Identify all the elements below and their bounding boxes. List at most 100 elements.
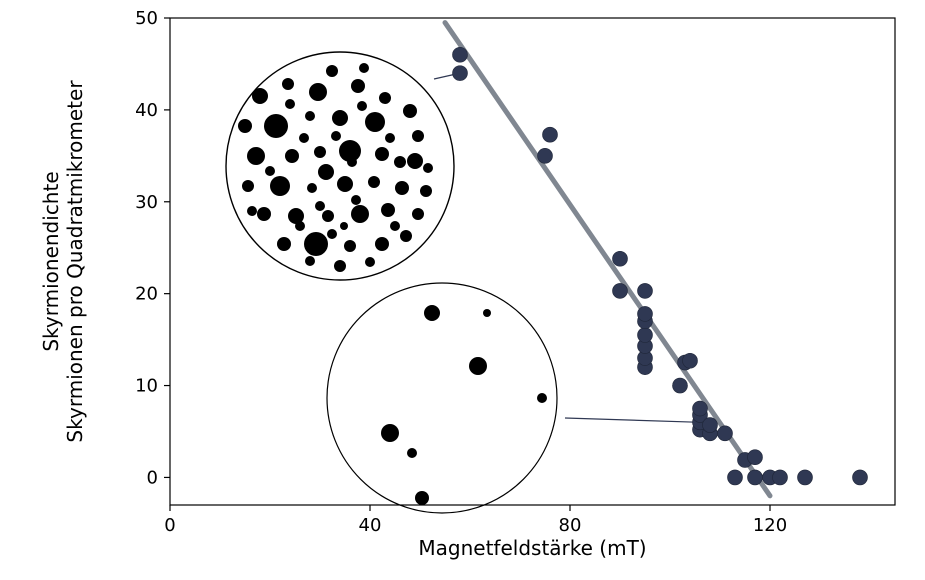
inset-dot <box>305 111 315 121</box>
inset-dot <box>368 176 380 188</box>
inset-dot <box>381 424 399 442</box>
data-point <box>673 378 688 393</box>
inset-dot <box>299 133 309 143</box>
y-tick-label: 50 <box>135 8 158 29</box>
data-point <box>853 470 868 485</box>
inset-dot <box>344 240 356 252</box>
data-point <box>683 353 698 368</box>
y-tick-label: 20 <box>135 284 158 305</box>
inset-dot <box>385 133 395 143</box>
inset-dot <box>357 101 367 111</box>
inset-dot <box>314 146 326 158</box>
inset-dot <box>277 237 291 251</box>
data-point <box>638 306 653 321</box>
inset-dot <box>537 393 547 403</box>
inset-dot <box>257 207 271 221</box>
inset-dot <box>309 83 327 101</box>
inset-dot <box>305 256 315 266</box>
inset-dot <box>381 203 395 217</box>
data-point <box>638 283 653 298</box>
inset-dot <box>315 201 325 211</box>
data-point <box>613 283 628 298</box>
inset-dot <box>318 164 334 180</box>
data-point <box>718 426 733 441</box>
chart-svg: 0 40 80 120 0 10 20 30 40 50 Magnetfeldstärke (mT)… <box>0 0 925 580</box>
inset-dot <box>242 180 254 192</box>
inset-dot <box>247 147 265 165</box>
x-axis-label: Magnetfeldstärke (mT) <box>418 536 646 560</box>
data-point <box>798 470 813 485</box>
y-axis-label-2: Skyrmionen pro Quadratmikrometer <box>63 80 87 443</box>
data-point <box>638 328 653 343</box>
data-point <box>538 148 553 163</box>
inset-dot <box>395 181 409 195</box>
inset-dot <box>423 163 433 173</box>
inset-dot <box>351 195 361 205</box>
inset-sparse <box>327 283 557 513</box>
y-tick-label: 30 <box>135 192 158 213</box>
y-tick-label: 0 <box>147 467 158 488</box>
data-point <box>693 401 708 416</box>
inset-dot <box>351 79 365 93</box>
y-axis-label-1: Skyrmionendichte <box>39 171 63 351</box>
inset-dot <box>285 99 295 109</box>
inset-dot <box>307 183 317 193</box>
inset-dot <box>365 112 385 132</box>
x-tick-label: 40 <box>359 515 382 536</box>
inset-dot <box>322 210 334 222</box>
inset-dot <box>379 92 391 104</box>
data-point <box>773 470 788 485</box>
inset-dot <box>469 357 487 375</box>
inset-dot <box>304 232 328 256</box>
inset-dot <box>334 260 346 272</box>
inset-dot <box>247 206 257 216</box>
inset-dot <box>282 78 294 90</box>
inset-dot <box>390 221 400 231</box>
inset-dot <box>331 131 341 141</box>
inset-dot <box>403 104 417 118</box>
inset-dot <box>407 153 423 169</box>
inset-dot <box>407 448 417 458</box>
data-point <box>703 418 718 433</box>
inset-dot <box>424 305 440 321</box>
y-tick-label: 10 <box>135 376 158 397</box>
inset-dot <box>326 65 338 77</box>
inset-dot <box>412 130 424 142</box>
inset-dot <box>238 119 252 133</box>
inset-dot <box>340 222 348 230</box>
inset-dot <box>394 156 406 168</box>
data-point <box>453 66 468 81</box>
inset-dot <box>400 230 412 242</box>
inset-dot <box>337 176 353 192</box>
data-point <box>748 470 763 485</box>
data-point <box>613 251 628 266</box>
inset-dot <box>375 237 389 251</box>
inset-dot <box>265 166 275 176</box>
inset-dot <box>359 63 369 73</box>
inset-dot <box>365 257 375 267</box>
inset-dot <box>264 114 288 138</box>
inset-dot <box>295 221 305 231</box>
inset-dot <box>285 149 299 163</box>
inset-dot <box>351 205 369 223</box>
data-point <box>728 470 743 485</box>
inset-dense <box>226 52 454 280</box>
inset-dot <box>375 147 389 161</box>
x-tick-label: 120 <box>753 515 787 536</box>
inset-dot <box>420 185 432 197</box>
inset-dot <box>327 229 337 239</box>
inset-dot <box>415 491 429 505</box>
data-point <box>543 127 558 142</box>
inset-dot <box>270 176 290 196</box>
x-tick-label: 80 <box>559 515 582 536</box>
data-point <box>748 450 763 465</box>
inset-dot <box>347 157 357 167</box>
y-tick-label: 40 <box>135 100 158 121</box>
inset-frame <box>327 283 557 513</box>
inset-dot <box>483 309 491 317</box>
data-point <box>453 47 468 62</box>
inset-dot <box>332 110 348 126</box>
x-tick-label: 0 <box>164 515 175 536</box>
scatter-chart: 0 40 80 120 0 10 20 30 40 50 Magnetfeldstärke (mT)… <box>0 0 925 580</box>
inset-dot <box>412 208 424 220</box>
